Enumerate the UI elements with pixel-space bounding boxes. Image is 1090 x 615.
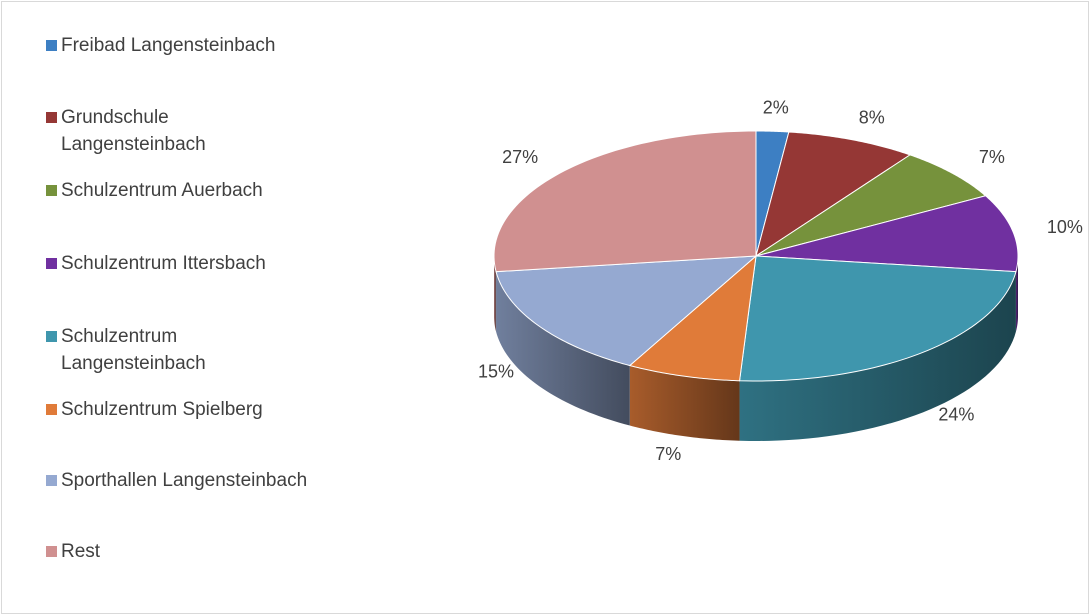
legend-item: Schulzentrum Langensteinbach [46, 323, 251, 377]
legend-label: Sporthallen Langensteinbach [61, 470, 308, 491]
legend-label: Freibad Langensteinbach [61, 35, 276, 56]
legend-swatch [46, 258, 57, 269]
pie-slice [755, 195, 1019, 273]
legend-label: Grundschule Langensteinbach [61, 107, 206, 155]
legend-swatch [46, 404, 57, 415]
data-label: 7% [979, 147, 1005, 167]
legend-label: Rest [61, 541, 101, 562]
data-label: 15% [478, 361, 514, 381]
legend-swatch [46, 40, 57, 51]
pie-side [739, 271, 1016, 441]
pie-tops [493, 130, 1019, 382]
legend-swatch [46, 185, 57, 196]
legend-swatch [46, 546, 57, 557]
legend-item: Rest [46, 538, 100, 565]
legend-swatch [46, 331, 57, 342]
data-label: 7% [655, 444, 681, 464]
data-label: 2% [763, 98, 789, 118]
pie-side [1015, 256, 1018, 332]
legend-label: Schulzentrum Auerbach [61, 180, 263, 201]
pie-slice [628, 254, 757, 382]
data-label: 10% [1047, 217, 1083, 237]
pie-slice [738, 255, 1017, 382]
pie-slice [755, 154, 987, 257]
legend-label: Schulzentrum Ittersbach [61, 253, 266, 274]
legend-item: Sporthallen Langensteinbach [46, 467, 307, 494]
data-label: 27% [502, 147, 538, 167]
legend-label: Schulzentrum Langensteinbach [61, 326, 206, 374]
pie-side [494, 256, 497, 332]
pie-slice [755, 131, 912, 258]
legend-item: Schulzentrum Spielberg [46, 396, 263, 423]
legend-swatch [46, 112, 57, 123]
legend-item: Grundschule Langensteinbach [46, 104, 251, 158]
pie-sides [494, 256, 1018, 441]
data-label: 8% [859, 108, 885, 128]
pie-slice [495, 255, 758, 367]
pie-side [629, 365, 740, 441]
legend-label: Schulzentrum Spielberg [61, 399, 263, 420]
legend-item: Freibad Langensteinbach [46, 32, 275, 59]
pie-side [496, 271, 630, 426]
data-label: 24% [938, 405, 974, 425]
legend-swatch [46, 475, 57, 486]
legend-item: Schulzentrum Ittersbach [46, 250, 266, 277]
legend-item: Schulzentrum Auerbach [46, 177, 263, 204]
pie-slice [493, 130, 757, 273]
